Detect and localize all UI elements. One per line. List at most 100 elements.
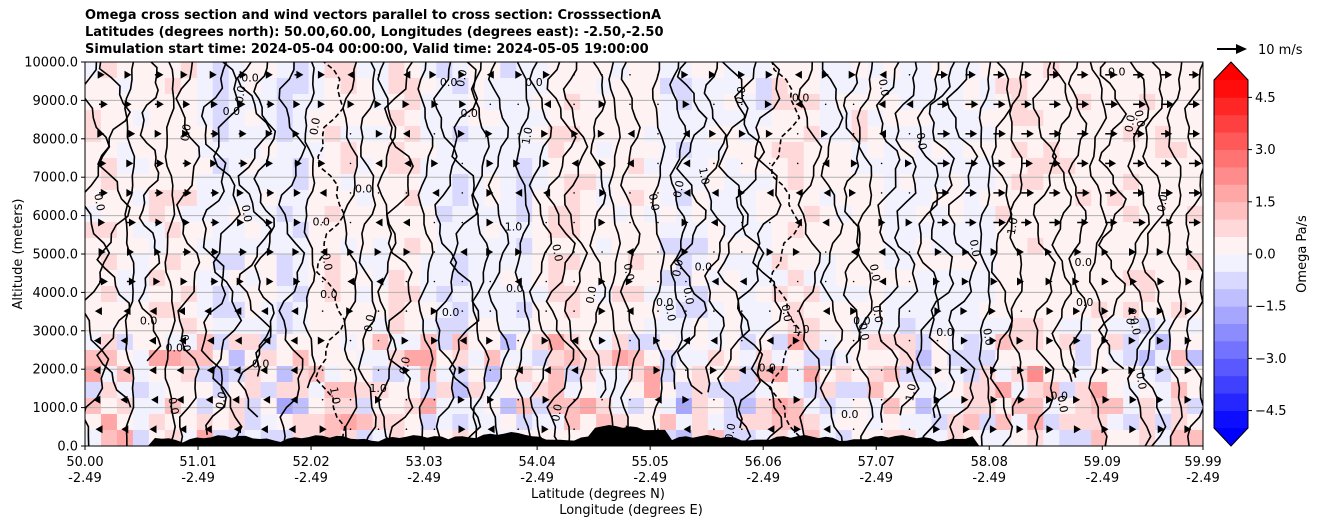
wind-vector-arrowhead [513, 159, 521, 168]
omega-cell [212, 78, 230, 95]
omega-cell [1043, 174, 1060, 191]
omega-cell [548, 238, 565, 255]
omega-cell [100, 254, 118, 271]
omega-cell [723, 350, 741, 367]
omega-cell [851, 158, 869, 175]
omega-cell [596, 334, 613, 351]
omega-cell [164, 398, 182, 415]
wind-vector-arrowhead [1101, 277, 1109, 286]
omega-cell [1187, 238, 1203, 255]
wind-vector [824, 398, 827, 401]
omega-cell [1107, 238, 1124, 255]
omega-cell [1043, 110, 1060, 127]
omega-cell [675, 270, 693, 287]
omega-cell [276, 350, 294, 367]
omega-cell [803, 382, 821, 399]
omega-cell [1155, 286, 1172, 303]
wind-vector-arrowhead [317, 336, 325, 345]
omega-cell [1123, 286, 1140, 303]
omega-cell [771, 94, 789, 111]
omega-cell [292, 318, 310, 335]
wind-vector-arrowhead [98, 248, 106, 256]
omega-cell [899, 158, 917, 175]
omega-cell [835, 302, 853, 319]
omega-cell [1059, 238, 1076, 255]
omega-cell [835, 78, 853, 95]
omega-cell [963, 286, 980, 303]
x-axis-label-longitude: Longitude (degrees E) [559, 503, 703, 518]
omega-cell [196, 334, 214, 351]
wind-vector-arrowhead [288, 425, 296, 434]
wind-vector-arrowhead [1165, 70, 1173, 79]
omega-cell [691, 270, 709, 287]
wind-vector-arrowhead [1184, 395, 1192, 404]
x-tick-label-latitude: 51.01 [179, 455, 216, 470]
wind-vector-arrowhead [683, 425, 691, 434]
wind-vector-arrowhead [1081, 218, 1089, 227]
omega-cell [755, 94, 773, 111]
wind-vector-arrowhead [625, 277, 633, 286]
wind-vector [796, 280, 799, 283]
omega-cell [644, 62, 661, 79]
omega-cell [1075, 222, 1092, 239]
x-tick-label-latitude: 58.08 [971, 455, 1008, 470]
omega-cell [1059, 190, 1076, 207]
wind-vector-arrowhead [709, 366, 717, 375]
omega-cell [851, 302, 869, 319]
omega-cell [1171, 430, 1188, 446]
omega-cell [436, 126, 453, 143]
wind-vector-arrowhead [598, 336, 606, 345]
wind-vector-arrowhead [737, 188, 745, 197]
omega-cell [1139, 174, 1156, 191]
omega-cell [628, 286, 645, 303]
omega-cell [276, 222, 294, 239]
omega-cell [739, 334, 757, 351]
omega-cell [500, 190, 517, 207]
colorbar-tick-label: −4.5 [1255, 404, 1287, 419]
omega-cell [1027, 62, 1044, 79]
wind-vector-arrowhead [823, 425, 831, 434]
omega-cell [803, 206, 821, 223]
omega-cell [356, 222, 374, 239]
contour-label: 0.0 [1051, 389, 1069, 402]
omega-cell [180, 366, 198, 383]
wind-vector-arrowhead [184, 188, 192, 197]
omega-cell [1011, 238, 1028, 255]
omega-cell [228, 254, 246, 271]
omega-cell [979, 142, 996, 159]
wind-vector-arrowhead [514, 277, 522, 286]
wind-vector-arrowhead [544, 100, 551, 109]
wind-vector [880, 398, 883, 401]
omega-cell [404, 222, 421, 239]
omega-cell [436, 142, 453, 159]
omega-cell [468, 302, 485, 319]
colorbar-segment [1214, 375, 1248, 394]
wind-vector [601, 369, 603, 372]
omega-cell [612, 110, 629, 127]
omega-cell [340, 158, 358, 175]
wind-vector-arrowhead [960, 336, 968, 345]
contour-line [85, 62, 111, 446]
omega-cell [931, 254, 949, 271]
wind-vector-arrowhead [317, 70, 325, 79]
contour-line [487, 62, 510, 446]
wind-vector-arrowhead [823, 188, 831, 197]
wind-vector-arrowhead [960, 366, 968, 375]
wind-vector-arrowhead [293, 277, 301, 286]
wind-vector-arrowhead [487, 425, 495, 434]
omega-cell [644, 190, 661, 207]
wind-vector-arrowhead [124, 70, 132, 79]
omega-cell [132, 302, 150, 319]
omega-cell [963, 350, 980, 367]
omega-cell [1171, 126, 1188, 143]
omega-cell [1059, 286, 1076, 303]
contour-label: 1.0 [696, 166, 712, 185]
omega-cell [276, 254, 294, 271]
omega-cell [85, 430, 102, 446]
omega-cell [85, 206, 102, 223]
wind-vector-arrowhead [431, 159, 439, 168]
wind-vector [685, 369, 687, 372]
omega-cell [883, 302, 901, 319]
wind-vector-arrowhead [293, 188, 301, 197]
omega-cell [835, 366, 853, 383]
